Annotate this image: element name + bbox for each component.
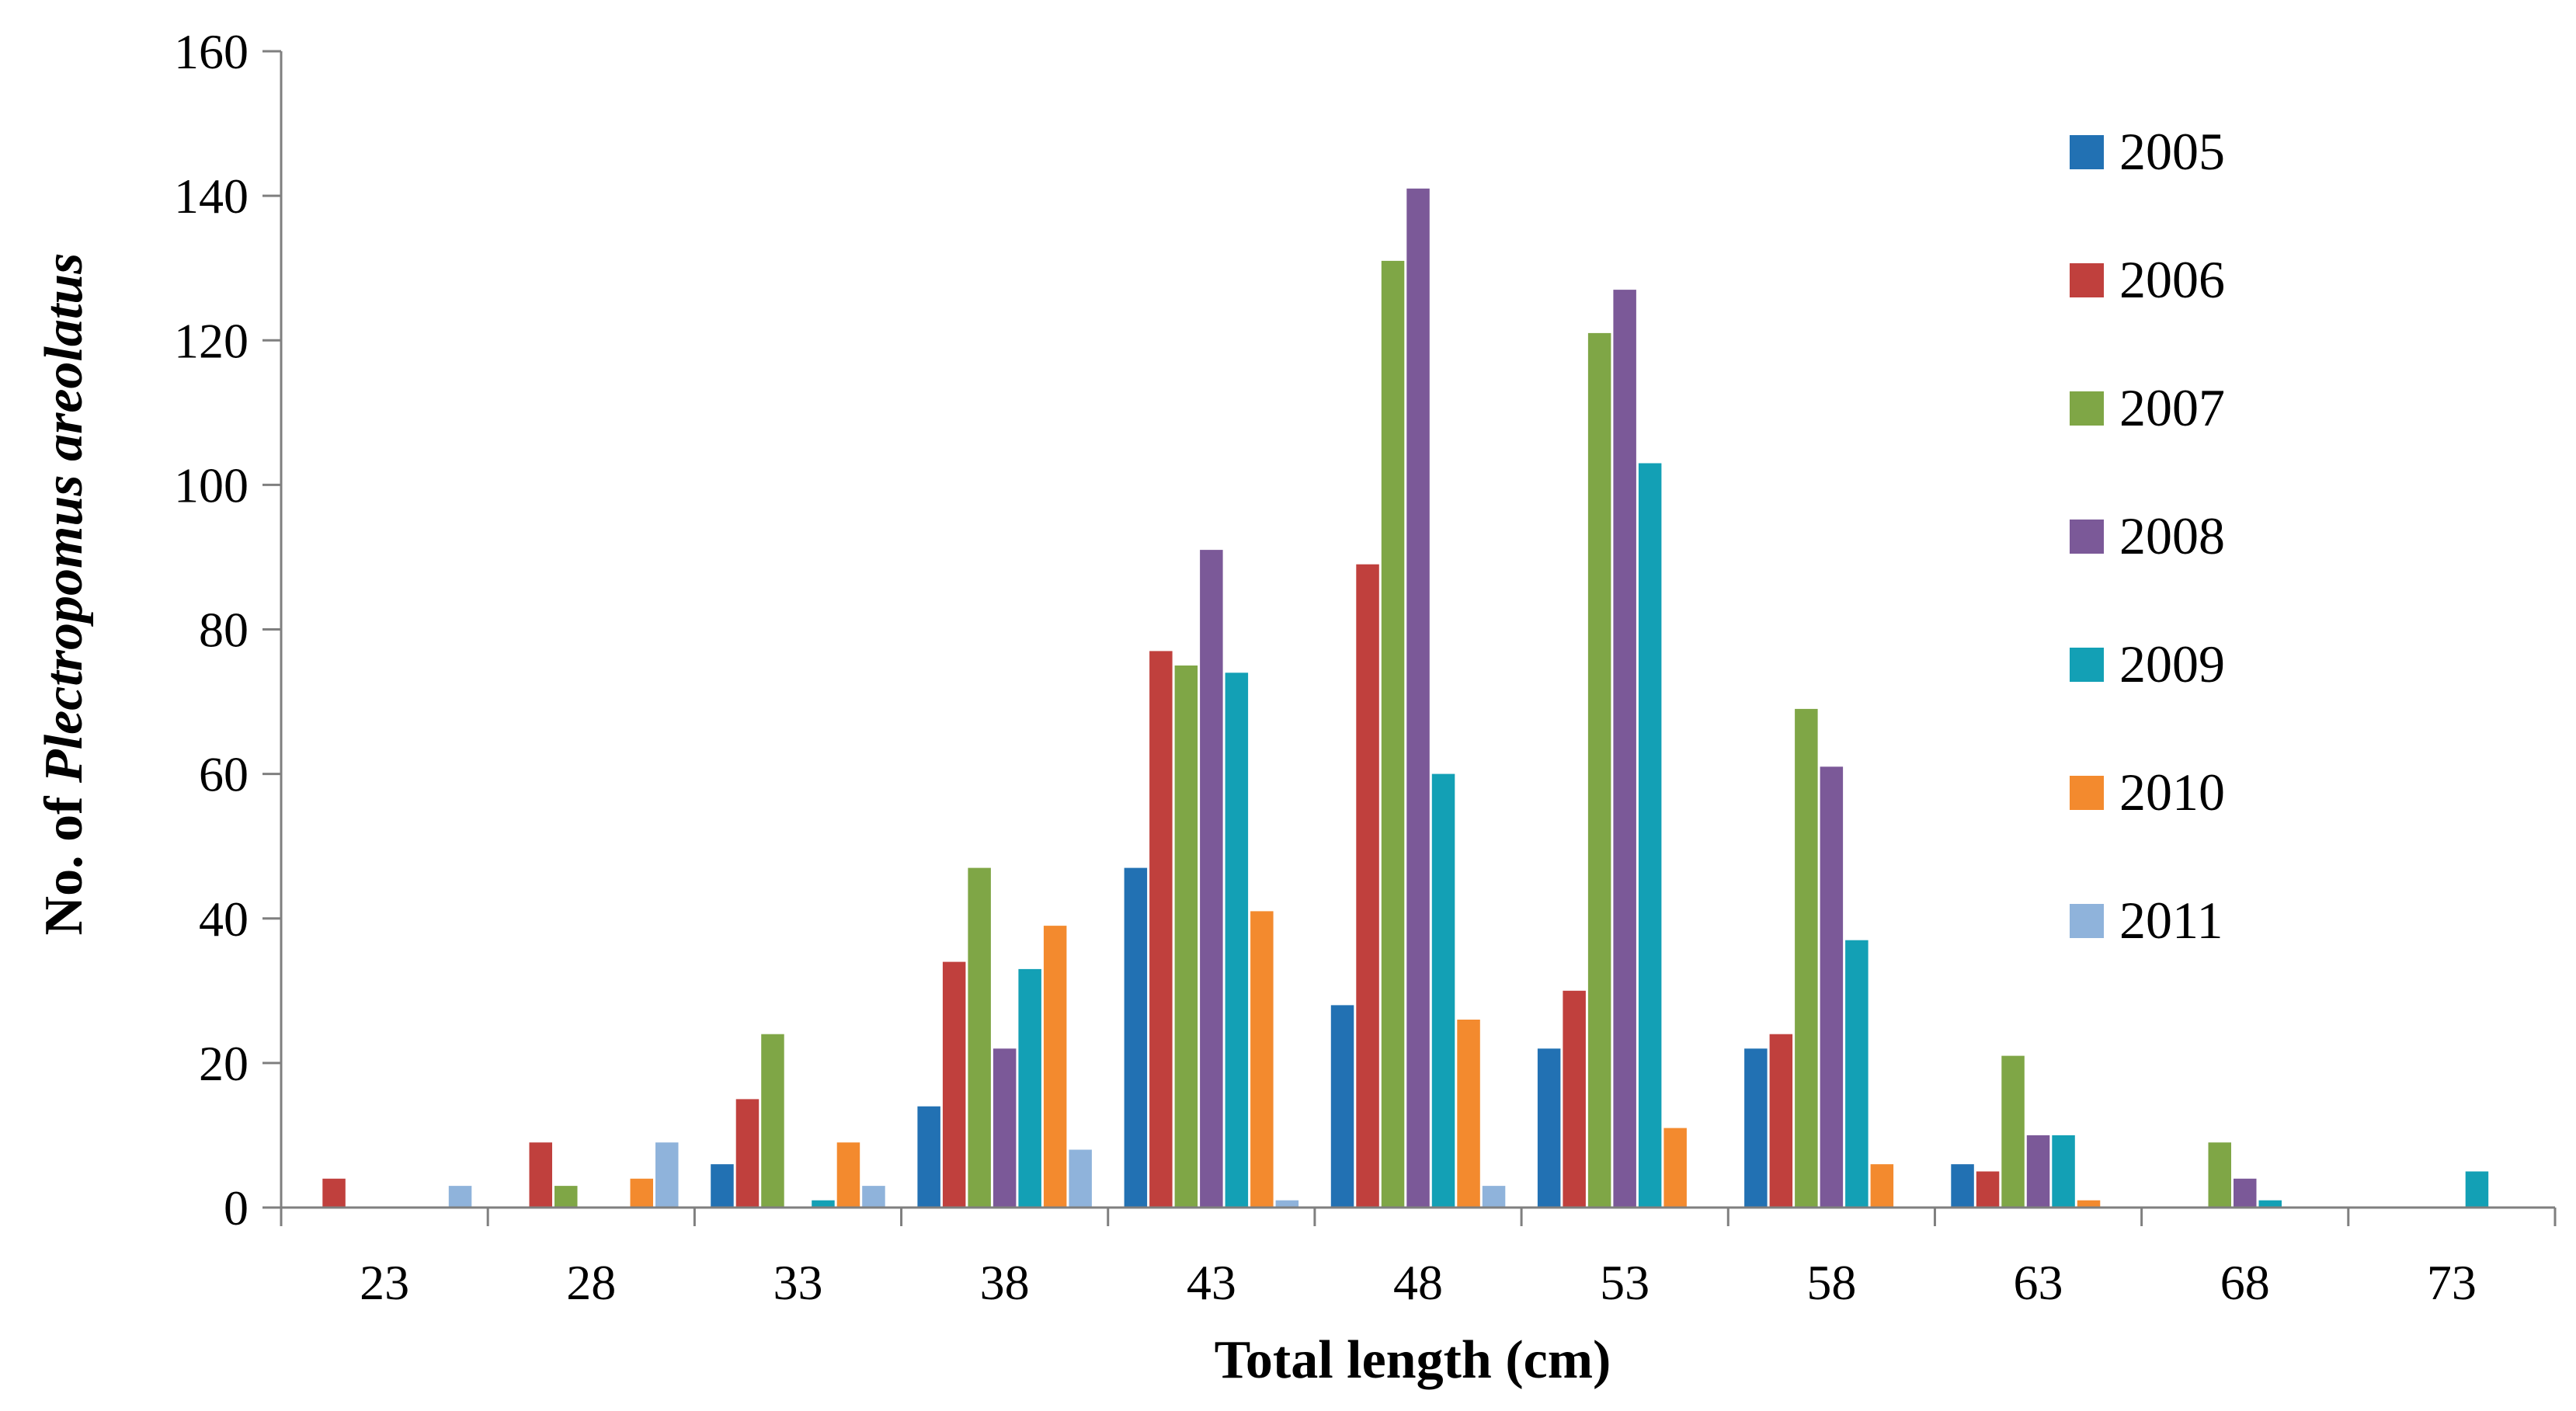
- bar-2008-68: [2234, 1178, 2257, 1208]
- bar-2005-48: [1330, 1005, 1354, 1208]
- x-tick-label: 58: [1806, 1255, 1856, 1310]
- bar-2009-48: [1431, 773, 1455, 1208]
- legend-swatch-2009: [2070, 648, 2104, 682]
- bar-2008-63: [2026, 1135, 2050, 1208]
- bar-2009-53: [1638, 463, 1662, 1208]
- bar-2007-68: [2208, 1142, 2231, 1208]
- bar-2011-28: [655, 1142, 679, 1208]
- bar-2007-48: [1381, 260, 1405, 1208]
- bar-2009-43: [1225, 672, 1249, 1208]
- y-tick-label: 80: [199, 603, 249, 658]
- bar-2007-33: [761, 1034, 784, 1208]
- bar-2009-33: [812, 1200, 835, 1208]
- legend-swatch-2005: [2070, 135, 2104, 169]
- y-tick-label: 40: [199, 891, 249, 947]
- x-tick-label: 53: [1600, 1255, 1650, 1310]
- bar-2005-33: [711, 1164, 734, 1208]
- bar-2007-63: [2001, 1055, 2025, 1208]
- bar-2006-33: [735, 1099, 760, 1208]
- x-tick-label: 43: [1187, 1255, 1236, 1310]
- bar-2005-38: [917, 1106, 940, 1208]
- bar-2009-68: [2258, 1200, 2282, 1208]
- x-tick-label: 73: [2427, 1255, 2477, 1310]
- bar-2006-23: [322, 1178, 346, 1208]
- bar-2010-38: [1043, 926, 1067, 1208]
- legend-label-2010: 2010: [2119, 763, 2225, 822]
- legend-label-2011: 2011: [2119, 891, 2223, 950]
- axes-layer: 0 20 40 60 80 100 120 140 160 23 28 33 38 43 48 53 58 63 6…: [174, 24, 2557, 1310]
- bar-2005-63: [1951, 1164, 1974, 1208]
- y-tick-label: 60: [199, 747, 249, 802]
- y-tick-label: 160: [174, 24, 249, 79]
- x-axis-title: Total length (cm): [1215, 1330, 1611, 1390]
- bar-2009-63: [2052, 1135, 2075, 1208]
- bar-2010-53: [1663, 1128, 1687, 1208]
- x-tick-label: 63: [2014, 1255, 2063, 1310]
- bar-2011-38: [1069, 1149, 1092, 1208]
- bar-2008-58: [1820, 766, 1844, 1208]
- bar-2010-63: [2077, 1200, 2101, 1208]
- x-tick-label: 23: [360, 1255, 409, 1310]
- bar-2006-48: [1356, 564, 1379, 1208]
- bar-2009-73: [2465, 1171, 2489, 1208]
- y-tick-label: 20: [199, 1036, 249, 1091]
- y-tick-label: 100: [174, 457, 249, 513]
- bar-2010-33: [836, 1142, 860, 1208]
- y-tick-label: 120: [174, 313, 249, 368]
- bar-2006-38: [942, 961, 966, 1208]
- y-tick-label: 0: [224, 1180, 249, 1235]
- x-tick-label: 28: [566, 1255, 616, 1310]
- bar-2010-28: [630, 1178, 653, 1208]
- legend-label-2007: 2007: [2119, 378, 2225, 437]
- bar-2006-58: [1769, 1034, 1793, 1208]
- bars-layer: [322, 188, 2489, 1208]
- legend-label-2006: 2006: [2119, 250, 2225, 309]
- y-tick-label: 140: [174, 169, 249, 224]
- bar-2005-43: [1124, 867, 1148, 1208]
- bar-2007-43: [1174, 666, 1198, 1208]
- bar-2007-58: [1795, 708, 1818, 1208]
- bar-2007-28: [554, 1186, 578, 1208]
- bar-2009-38: [1018, 968, 1041, 1208]
- bar-2007-38: [968, 867, 991, 1208]
- legend-swatch-2008: [2070, 520, 2104, 554]
- x-tick-label: 38: [980, 1255, 1030, 1310]
- bar-2010-48: [1457, 1020, 1480, 1208]
- x-tick-label: 48: [1393, 1255, 1443, 1310]
- bar-2006-53: [1563, 990, 1586, 1208]
- bar-2006-43: [1149, 651, 1173, 1208]
- legend-label-2005: 2005: [2119, 122, 2225, 181]
- legend: 2005 2006 2007 2008 2009 2010 2011: [2070, 122, 2225, 950]
- bar-2005-58: [1744, 1048, 1768, 1208]
- bar-2005-53: [1537, 1048, 1561, 1208]
- x-tick-label: 33: [773, 1255, 822, 1310]
- bar-2010-58: [1870, 1164, 1894, 1208]
- x-tick-label: 68: [2220, 1255, 2270, 1310]
- bar-2011-43: [1275, 1200, 1299, 1208]
- y-axis-title-species: Plectropomus areolatus: [34, 253, 94, 784]
- y-axis-title: No. of Plectropomus areolatus: [34, 253, 94, 936]
- bar-2008-48: [1406, 188, 1430, 1208]
- y-axis-title-prefix: No. of: [34, 783, 94, 935]
- bar-2008-43: [1200, 550, 1223, 1208]
- bar-2011-23: [448, 1186, 472, 1208]
- bar-2006-63: [1976, 1171, 2000, 1208]
- legend-swatch-2006: [2070, 263, 2104, 297]
- legend-swatch-2007: [2070, 391, 2104, 426]
- bar-2008-38: [993, 1048, 1017, 1208]
- bar-2009-58: [1845, 940, 1869, 1208]
- legend-label-2008: 2008: [2119, 506, 2225, 565]
- bar-2007-53: [1587, 332, 1611, 1208]
- bar-2006-28: [529, 1142, 552, 1208]
- bar-2010-43: [1250, 911, 1274, 1208]
- legend-swatch-2010: [2070, 776, 2104, 810]
- bar-2011-33: [862, 1186, 885, 1208]
- legend-swatch-2011: [2070, 904, 2104, 938]
- bar-2011-48: [1482, 1186, 1506, 1208]
- legend-label-2009: 2009: [2119, 634, 2225, 693]
- bar-2008-53: [1613, 290, 1636, 1208]
